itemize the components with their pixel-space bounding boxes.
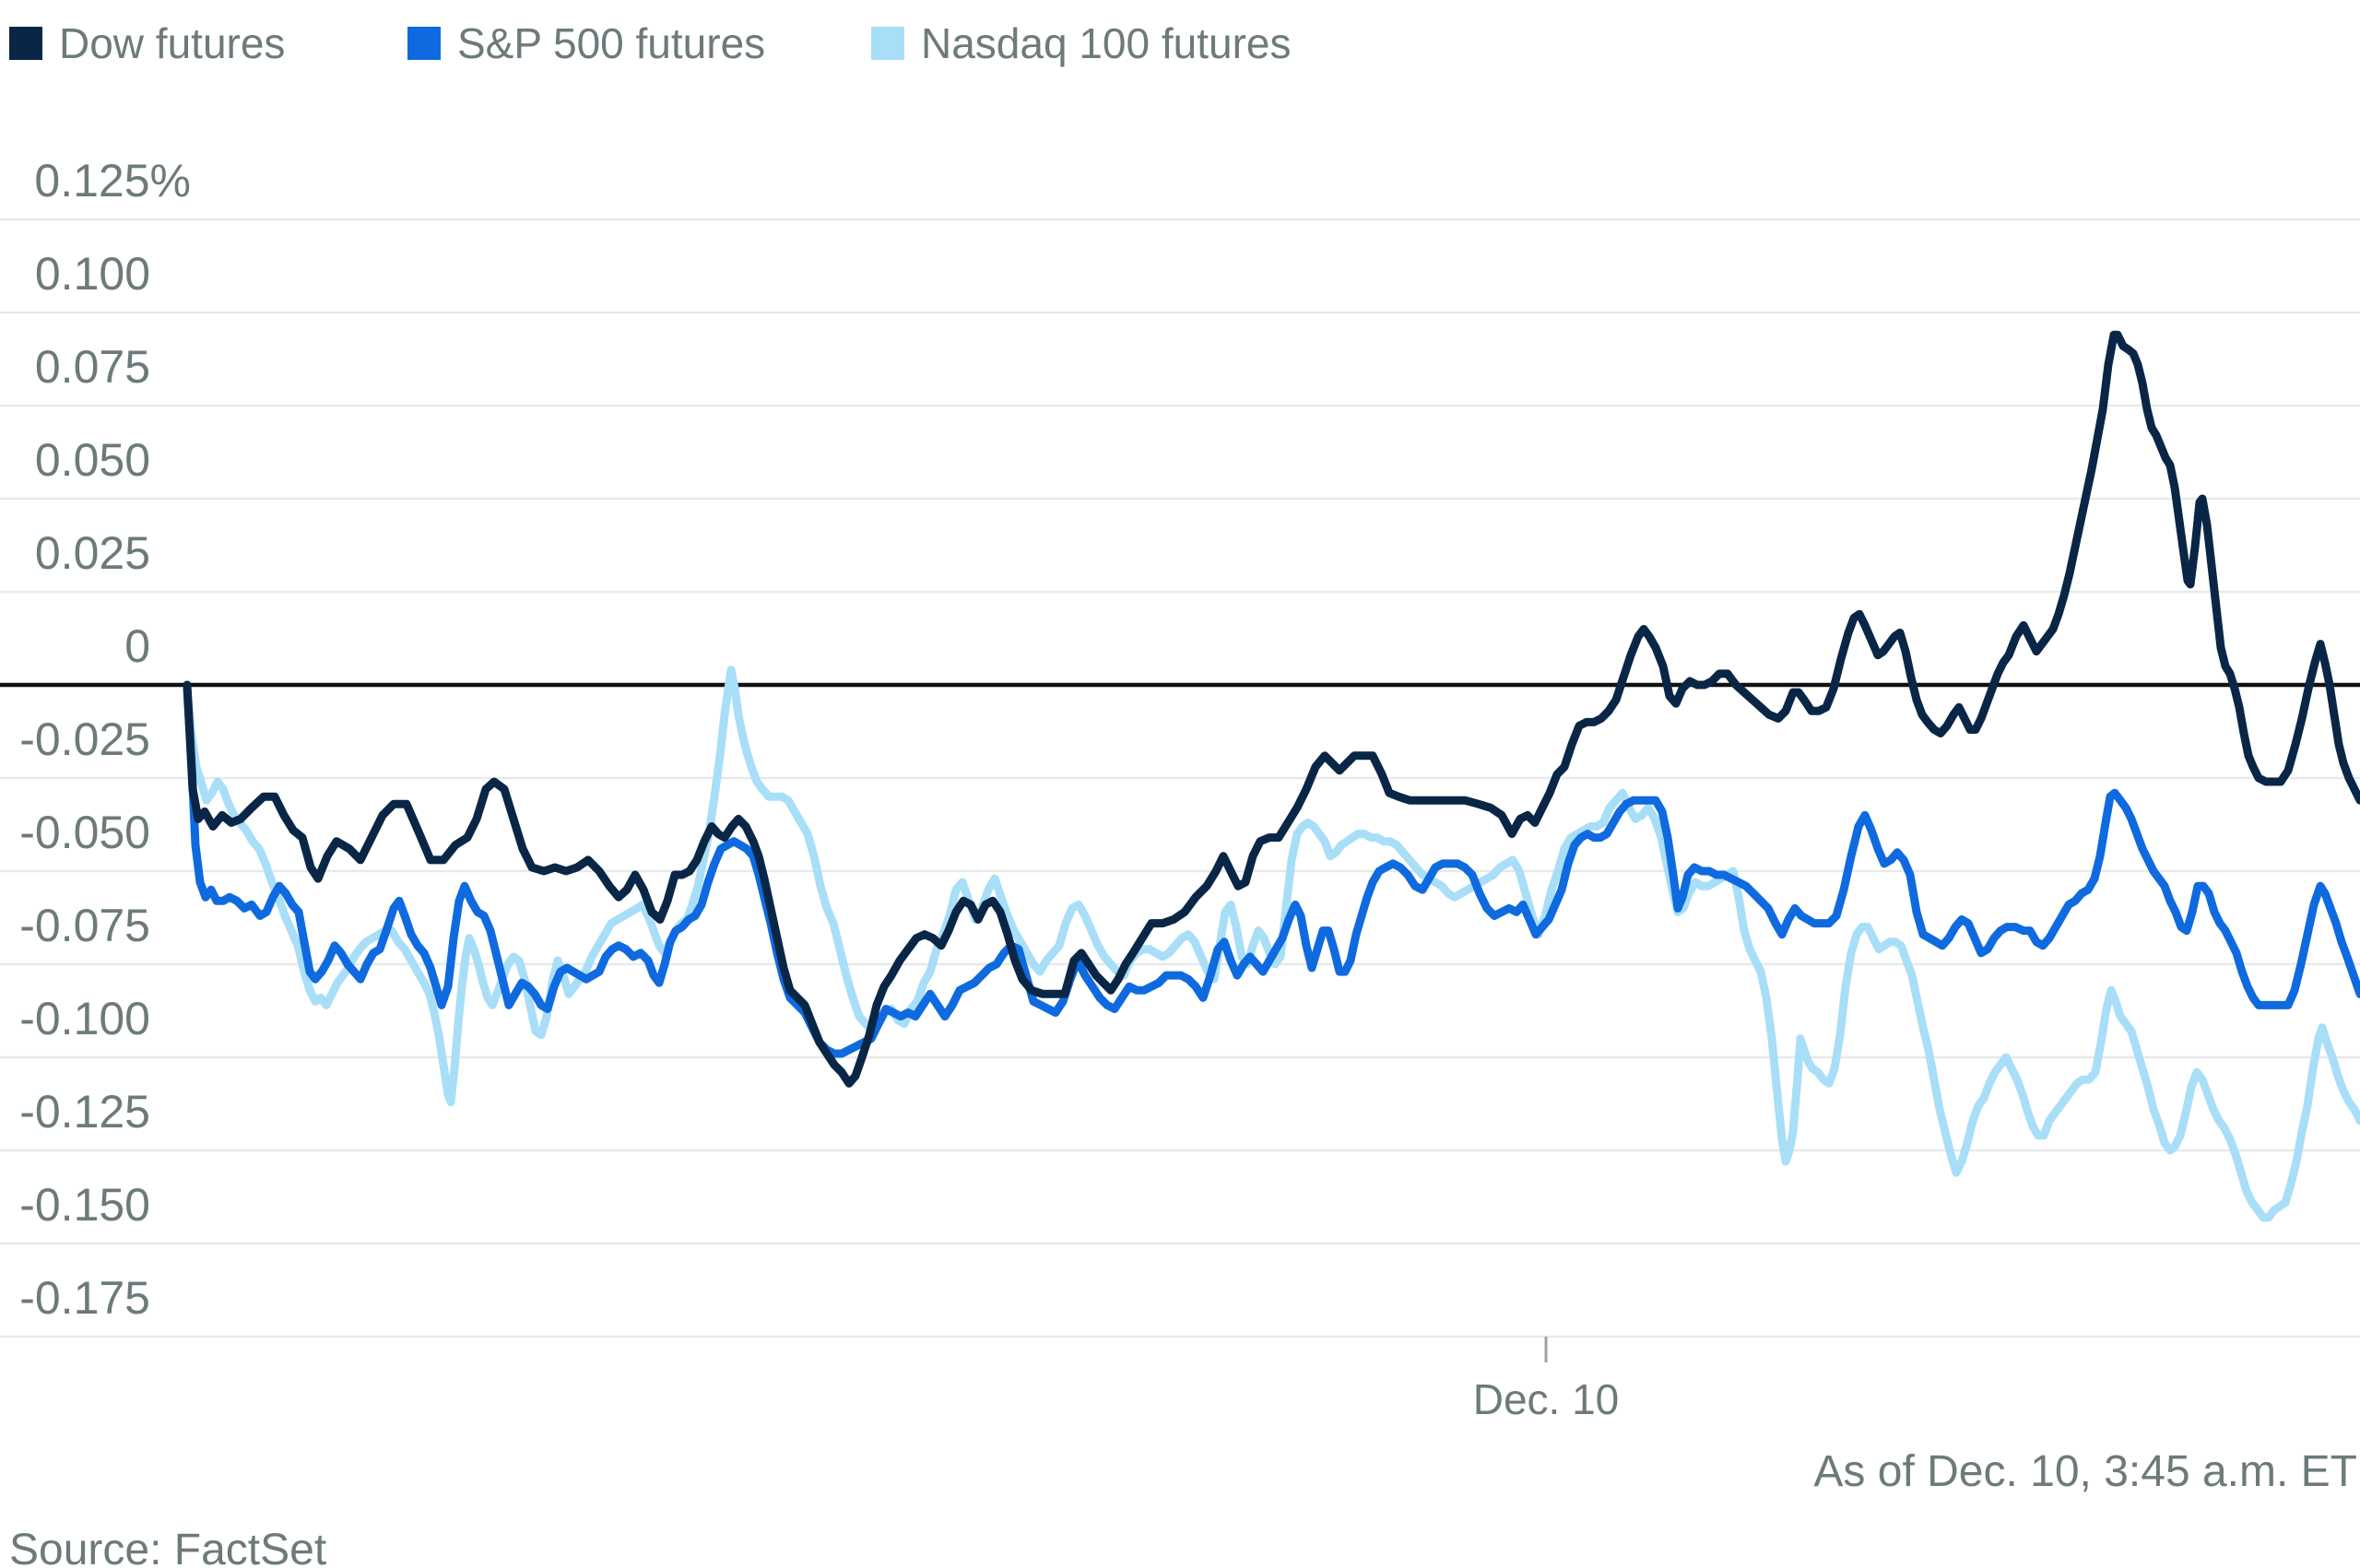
legend-swatch-icon — [407, 27, 441, 60]
s-p-500-futures-series-line — [183, 684, 2360, 1058]
y-axis-label: 0.075 — [34, 341, 150, 393]
y-axis-label: 0.025 — [34, 527, 150, 579]
legend-label: S&P 500 futures — [457, 19, 766, 67]
y-axis-label: -0.125 — [19, 1086, 150, 1138]
source-attribution: Source: FactSet — [9, 1526, 327, 1568]
x-axis-tick-label: Dec. 10 — [1472, 1375, 1620, 1423]
y-axis-label: -0.075 — [19, 900, 150, 951]
y-axis-label: 0.125% — [34, 155, 191, 206]
legend-item-s-p-500-futures: S&P 500 futures — [407, 22, 765, 65]
legend-label: Nasdaq 100 futures — [921, 19, 1292, 67]
legend-swatch-icon — [9, 27, 42, 60]
y-axis-label: -0.100 — [19, 993, 150, 1044]
y-axis-label: -0.050 — [19, 807, 150, 858]
as-of-timestamp: As of Dec. 10, 3:45 a.m. ET — [1813, 1447, 2357, 1496]
y-axis-label: -0.175 — [19, 1272, 150, 1324]
dow-futures-series-line — [183, 330, 2360, 1088]
y-axis-label: -0.025 — [19, 713, 150, 765]
legend-item-dow-futures: Dow futures — [9, 22, 285, 65]
legend-item-nasdaq-100-futures: Nasdaq 100 futures — [871, 22, 1292, 65]
legend-swatch-icon — [871, 27, 904, 60]
legend-label: Dow futures — [59, 19, 286, 67]
nasdaq-100-futures-series-line — [183, 666, 2360, 1222]
y-axis-label: 0.100 — [34, 248, 150, 300]
y-axis-label: 0 — [124, 620, 150, 672]
y-axis-label: -0.150 — [19, 1179, 150, 1231]
y-axis-label: 0.050 — [34, 434, 150, 486]
